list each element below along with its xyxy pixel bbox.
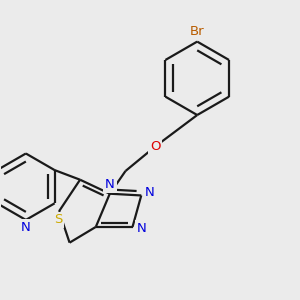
Text: N: N (136, 222, 146, 235)
Text: S: S (54, 213, 63, 226)
Text: Br: Br (190, 25, 205, 38)
Text: N: N (105, 178, 115, 191)
Text: N: N (145, 186, 155, 199)
Text: O: O (150, 140, 160, 153)
Text: N: N (21, 221, 31, 234)
